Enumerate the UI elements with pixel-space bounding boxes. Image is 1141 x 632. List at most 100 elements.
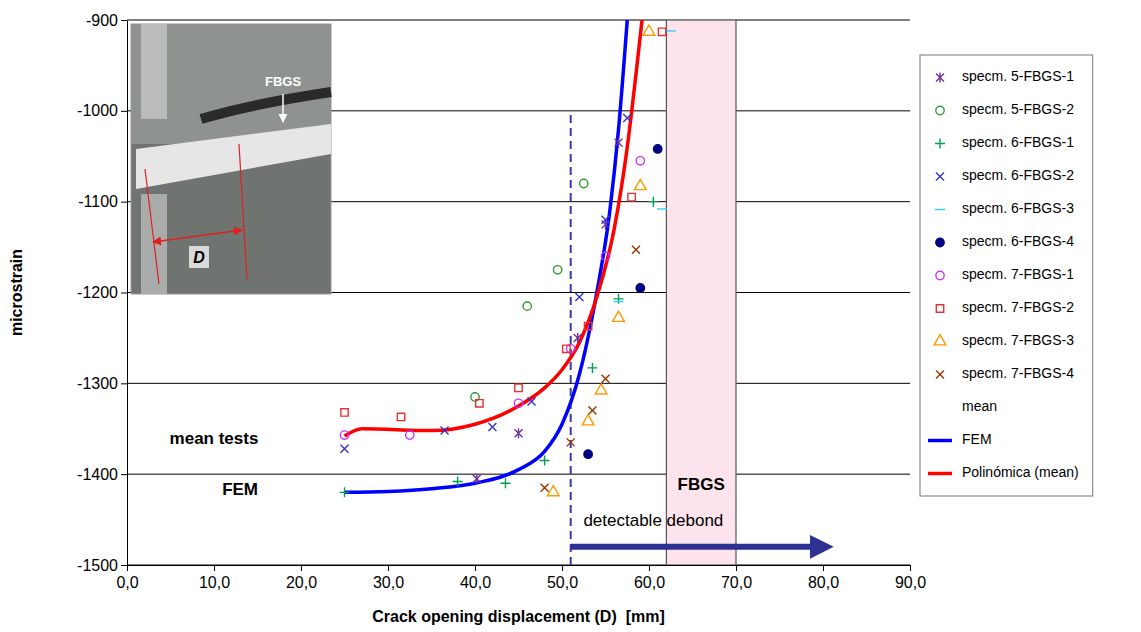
point bbox=[643, 25, 655, 35]
x-tick: 80,0 bbox=[808, 565, 839, 591]
point bbox=[500, 478, 510, 488]
point bbox=[341, 445, 349, 453]
tick-label: -1000 bbox=[77, 102, 118, 119]
point bbox=[340, 487, 350, 497]
legend-symbol bbox=[936, 371, 944, 379]
legend-symbol bbox=[936, 173, 944, 181]
tick-label: -1300 bbox=[77, 375, 118, 392]
point bbox=[515, 384, 522, 391]
y-tick: -1500 bbox=[77, 557, 127, 574]
tick-label: 0,0 bbox=[116, 574, 138, 591]
point bbox=[567, 438, 575, 446]
tick-label: 10,0 bbox=[199, 574, 230, 591]
point bbox=[648, 197, 658, 207]
tick-mark bbox=[121, 474, 127, 475]
inset-label: D bbox=[193, 249, 205, 266]
series-points bbox=[471, 179, 588, 401]
inset-label: FBGS bbox=[265, 74, 301, 89]
legend-symbol bbox=[935, 139, 945, 149]
tick-label: 50,0 bbox=[547, 574, 578, 591]
y-axis: -1500-1400-1300-1200-1100-1000-900 bbox=[77, 12, 127, 574]
point bbox=[614, 294, 624, 304]
point bbox=[582, 415, 594, 425]
legend-label: specm. 7-FBGS-3 bbox=[962, 332, 1074, 348]
legend-box bbox=[920, 55, 1093, 496]
legend: specm. 5-FBGS-1specm. 5-FBGS-2specm. 6-F… bbox=[920, 55, 1093, 496]
point bbox=[587, 363, 597, 373]
x-axis-title: Crack opening displacement (D) [mm] bbox=[372, 608, 665, 625]
inset-arm bbox=[201, 92, 331, 119]
legend-label: Polinómica (mean) bbox=[962, 464, 1079, 480]
grid-line bbox=[127, 565, 910, 566]
legend-symbol bbox=[936, 238, 944, 246]
x-tick: 30,0 bbox=[373, 565, 404, 591]
point bbox=[613, 311, 625, 321]
legend-symbol bbox=[934, 335, 946, 345]
point bbox=[601, 252, 609, 260]
legend-label: specm. 7-FBGS-1 bbox=[962, 266, 1074, 282]
series-points bbox=[341, 28, 666, 421]
plot-area bbox=[340, 20, 737, 565]
point bbox=[476, 400, 483, 407]
tick-mark bbox=[121, 20, 127, 21]
legend-label: specm. 7-FBGS-4 bbox=[962, 365, 1074, 381]
tick-mark bbox=[301, 565, 302, 571]
chart: FBGSD0,010,020,030,040,050,060,070,080,0… bbox=[0, 0, 1141, 632]
axis-line bbox=[128, 565, 911, 566]
point bbox=[406, 431, 414, 439]
tick-mark bbox=[121, 383, 127, 384]
point bbox=[636, 284, 644, 292]
tick-label: 80,0 bbox=[808, 574, 839, 591]
tick-mark bbox=[214, 565, 215, 571]
tick-mark bbox=[823, 565, 824, 571]
x-tick: 20,0 bbox=[286, 565, 317, 591]
point bbox=[574, 333, 582, 343]
legend-symbol bbox=[936, 305, 943, 312]
inset-pointer bbox=[282, 94, 284, 122]
series-points bbox=[340, 157, 644, 440]
x-tick: 50,0 bbox=[547, 565, 578, 591]
shaded-region bbox=[666, 20, 736, 565]
point bbox=[488, 423, 496, 431]
point bbox=[580, 179, 588, 187]
legend-label: mean bbox=[962, 398, 997, 414]
point bbox=[634, 179, 646, 189]
tick-mark bbox=[475, 565, 476, 571]
annotation: detectable debond bbox=[583, 511, 723, 530]
point bbox=[658, 28, 665, 35]
point bbox=[588, 407, 596, 415]
tick-label: -900 bbox=[86, 12, 118, 29]
inset-wall bbox=[131, 24, 331, 144]
tick-label: 20,0 bbox=[286, 574, 317, 591]
y-tick: -1200 bbox=[77, 284, 127, 301]
point bbox=[602, 219, 610, 229]
point bbox=[584, 322, 591, 329]
y-tick: -1100 bbox=[78, 193, 127, 210]
series-points bbox=[473, 138, 623, 484]
x-tick: 0,0 bbox=[116, 565, 138, 591]
axis-line bbox=[127, 21, 128, 566]
legend-symbol bbox=[936, 271, 944, 279]
tick-mark bbox=[121, 293, 127, 294]
reference-line bbox=[570, 111, 572, 565]
point bbox=[575, 293, 583, 301]
tick-mark bbox=[562, 565, 563, 571]
point bbox=[628, 193, 635, 200]
tick-label: 30,0 bbox=[373, 574, 404, 591]
y-tick: -1000 bbox=[77, 102, 127, 119]
point bbox=[602, 375, 610, 383]
legend-label: specm. 6-FBGS-3 bbox=[962, 200, 1074, 216]
point bbox=[341, 409, 348, 416]
tick-label: 60,0 bbox=[634, 574, 665, 591]
y-tick: -900 bbox=[86, 12, 127, 29]
point bbox=[515, 428, 523, 438]
point bbox=[528, 398, 536, 406]
point bbox=[523, 302, 531, 310]
annotation: FEM bbox=[222, 480, 258, 499]
series-points bbox=[584, 145, 662, 459]
inset-marker-line bbox=[145, 169, 159, 284]
legend-symbol bbox=[936, 73, 944, 83]
tick-label: 40,0 bbox=[460, 574, 491, 591]
grid-line bbox=[127, 20, 910, 21]
y-tick: -1300 bbox=[77, 375, 127, 392]
